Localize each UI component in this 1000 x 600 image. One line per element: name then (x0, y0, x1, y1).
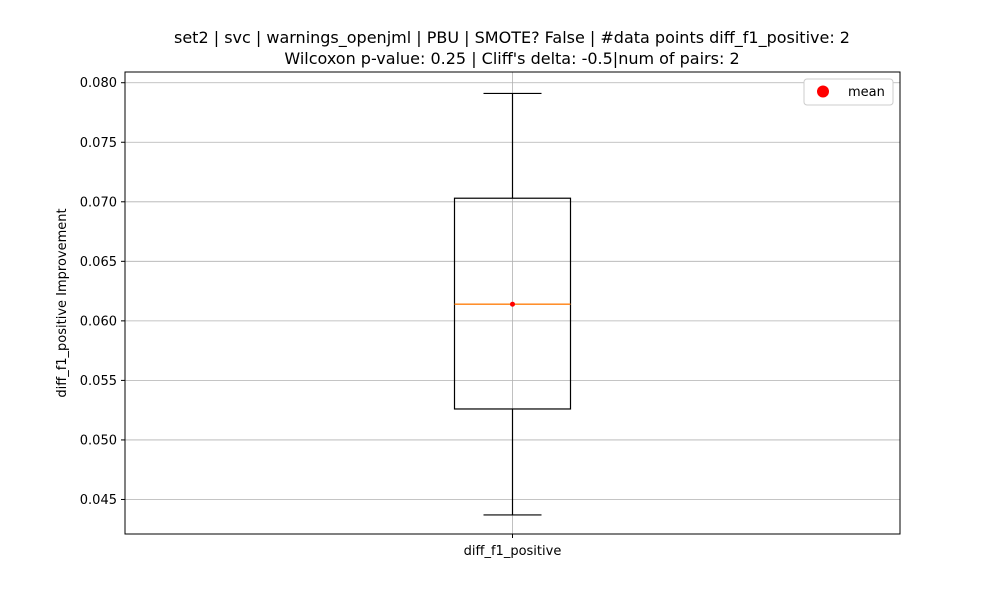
y-tick-label: 0.055 (80, 374, 117, 389)
y-axis-label: diff_f1_positive Improvement (55, 208, 70, 397)
box-plot-group (453, 92, 572, 516)
legend-label-mean: mean (848, 85, 885, 100)
y-axis-ticks: 0.045 0.050 0.055 0.060 0.065 0.070 0.075 0.080 (80, 76, 125, 508)
y-tick-label: 0.075 (80, 136, 117, 151)
chart-title-line2: Wilcoxon p-value: 0.25 | Cliff's delta: … (284, 49, 739, 68)
y-tick-label: 0.080 (80, 76, 117, 91)
legend-box (803, 78, 894, 106)
x-tick-label: diff_f1_positive (464, 544, 562, 559)
x-axis-ticks: diff_f1_positive (464, 534, 562, 559)
legend-mean-marker (817, 85, 829, 98)
y-tick-label: 0.060 (80, 314, 117, 329)
y-tick-label: 0.050 (80, 433, 117, 448)
mean-marker (510, 301, 515, 307)
y-tick-label: 0.070 (80, 195, 117, 210)
chart-title-line1: set2 | svc | warnings_openjml | PBU | SM… (174, 28, 850, 48)
y-tick-label: 0.045 (80, 493, 117, 508)
y-tick-label: 0.065 (80, 255, 117, 270)
legend: mean (803, 78, 894, 106)
